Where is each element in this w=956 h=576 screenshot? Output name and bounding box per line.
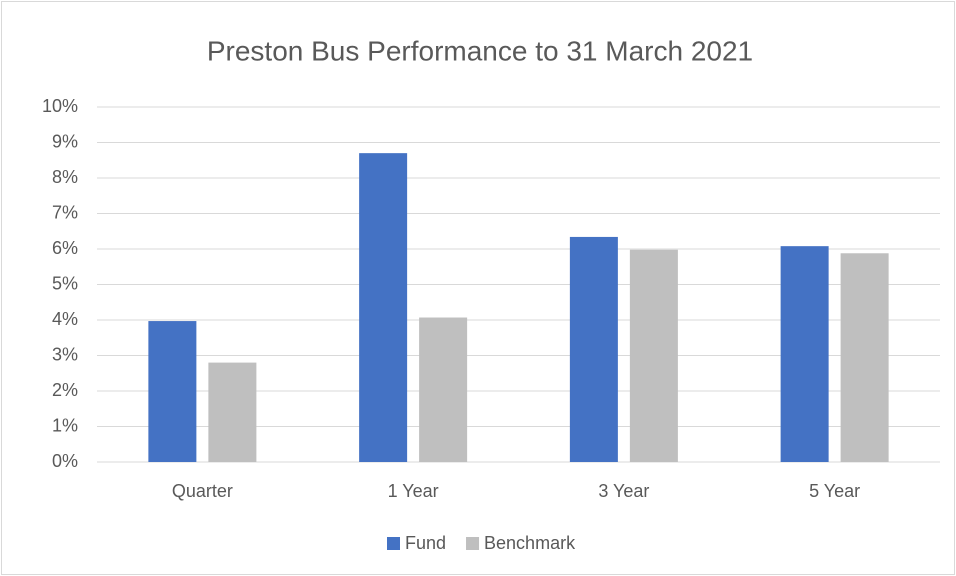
y-tick-label: 9% [52,131,78,151]
x-tick-label: Quarter [172,481,233,501]
y-tick-label: 0% [52,451,78,471]
bar [629,249,678,462]
y-tick-label: 1% [52,415,78,435]
y-tick-label: 5% [52,273,78,293]
y-tick-label: 8% [52,167,78,187]
chart-title: Preston Bus Performance to 31 March 2021 [207,35,753,66]
legend-swatch [466,537,480,550]
legend-swatch [387,537,400,550]
x-tick-label: 5 Year [809,481,860,501]
bar [148,321,197,462]
y-tick-label: 6% [52,238,78,258]
y-tick-label: 10% [42,96,78,116]
legend-label: Fund [405,533,446,553]
y-tick-label: 7% [52,202,78,222]
bar [359,153,408,462]
x-tick-label: 1 Year [388,481,439,501]
bar [208,362,257,462]
y-tick-label: 3% [52,344,78,364]
y-tick-label: 4% [52,309,78,329]
bar [780,246,829,462]
legend-label: Benchmark [484,533,576,553]
x-tick-label: 3 Year [598,481,649,501]
bar [840,253,889,462]
bar [569,236,618,462]
bar [419,317,468,462]
y-tick-label: 2% [52,380,78,400]
